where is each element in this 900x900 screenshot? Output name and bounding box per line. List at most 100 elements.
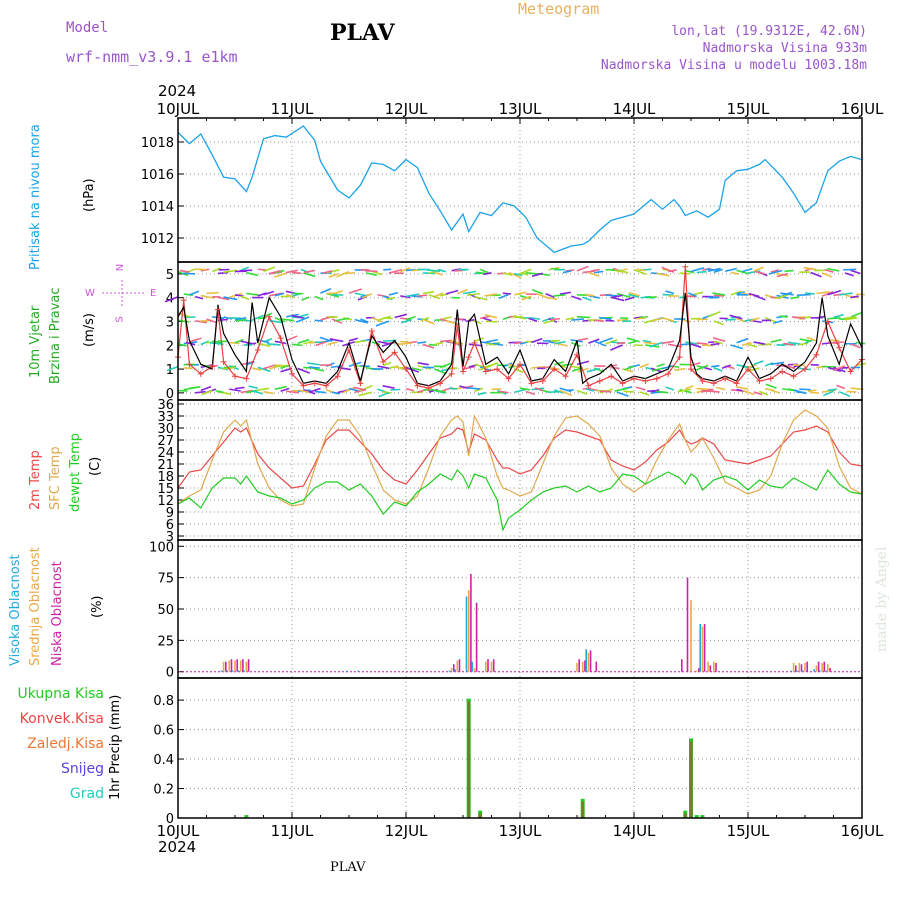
wind-barb	[365, 272, 378, 277]
wind-barb	[377, 365, 390, 370]
cloud-high-bar	[585, 649, 587, 672]
wind-barb	[753, 266, 764, 272]
wind-barb	[685, 385, 694, 390]
wind-barb	[690, 267, 705, 273]
legend-total-rain: Ukupna Kisa	[17, 686, 104, 702]
wind-barb	[361, 293, 373, 299]
wind-barb	[639, 391, 650, 396]
temperature-ytick-label: 27	[157, 434, 174, 449]
wind-barb	[525, 271, 539, 275]
wind-barb	[730, 271, 740, 275]
wind-barb	[628, 291, 640, 297]
wind-barb	[297, 367, 311, 374]
wind-barb	[337, 366, 351, 371]
wind-barb	[314, 390, 326, 394]
wind-barb	[327, 341, 338, 346]
wind-barb	[571, 318, 584, 321]
compass-w: W	[85, 288, 95, 299]
wind-barb	[736, 386, 749, 390]
wind-barb	[354, 292, 366, 297]
precip-total-bar	[694, 815, 699, 818]
wind-gust-marker	[596, 377, 603, 384]
cloud-mid-bar	[228, 660, 231, 672]
wind-barb	[787, 341, 801, 345]
wind-barb	[585, 293, 595, 297]
wind-barb	[636, 268, 646, 272]
wind-gust-marker	[505, 375, 512, 382]
precip-total-bar	[700, 815, 705, 818]
wind-barb	[508, 271, 522, 279]
wind-barb	[605, 294, 618, 297]
compass-cross	[102, 280, 146, 306]
wind-barb	[263, 266, 276, 273]
wind-barb	[843, 316, 857, 320]
wind-barb	[531, 289, 544, 295]
wind-gust-marker	[813, 351, 820, 358]
cloud-high-bar	[796, 670, 798, 672]
wind-barb-field	[164, 265, 866, 398]
cloud-ytick-label: 25	[157, 634, 174, 649]
wind-barb	[616, 292, 631, 298]
cloud-high-bar	[226, 670, 228, 672]
wind-barb	[656, 390, 669, 394]
model-name: wrf-nmm_v3.9.1 e1km	[66, 48, 238, 66]
wind-barb	[411, 295, 422, 298]
wind-gust-marker	[682, 263, 689, 270]
cloud-mid-bar	[239, 660, 242, 672]
wind-barb	[646, 296, 657, 299]
wind-barb	[736, 291, 746, 295]
wind-gust-marker	[471, 339, 478, 346]
cloud-high-bar	[824, 670, 827, 672]
temperature-ytick-label: 18	[157, 470, 174, 485]
cloud-mid-bar	[690, 600, 692, 672]
wind-barb	[759, 343, 772, 346]
wind-barb	[328, 273, 338, 278]
wind-barb	[696, 387, 709, 391]
wind-barb	[729, 314, 743, 320]
wind-barb	[417, 362, 429, 366]
wind-barb	[770, 361, 785, 366]
wind-barb	[434, 341, 444, 346]
wind-barb	[833, 313, 844, 319]
wind-barb	[217, 271, 229, 275]
wind-gust-marker	[232, 373, 238, 380]
wind-barb	[248, 385, 258, 390]
top-day-tick: 14JUL	[613, 100, 656, 118]
top-day-tick: 16JUL	[841, 100, 884, 118]
wind-barb	[229, 388, 241, 392]
wind-barb	[688, 292, 698, 298]
wind-barb	[827, 267, 840, 272]
wind-barb	[790, 296, 800, 300]
wind-barb	[821, 389, 836, 393]
wind-barb	[661, 364, 675, 370]
wind-gust-marker	[710, 380, 717, 387]
wind-barb	[780, 292, 794, 296]
wind-barb	[274, 316, 286, 323]
precip-conv-bar	[683, 813, 687, 818]
wind-barb	[200, 294, 215, 299]
wind-barb	[709, 296, 720, 299]
wind-barb	[770, 389, 781, 394]
wind-barb	[457, 288, 468, 295]
cloud-high-bar	[471, 661, 473, 672]
wind-barb	[593, 340, 607, 347]
wind-barb	[411, 367, 422, 372]
wind-barb	[616, 318, 629, 322]
wind-barb	[624, 365, 635, 371]
wind-barb	[753, 360, 764, 366]
wind-barb	[280, 387, 290, 393]
wind-barb	[498, 293, 509, 300]
wind-barb	[850, 269, 861, 275]
wind-barb	[616, 391, 629, 397]
wind-gust-marker	[631, 375, 637, 382]
wind-barb	[257, 316, 267, 320]
wind-barb	[736, 317, 746, 323]
wind-barb	[528, 317, 538, 323]
wind-barb	[742, 267, 753, 273]
wind-barb	[586, 367, 601, 373]
wind-barb	[633, 344, 643, 347]
wind-barb	[426, 269, 441, 272]
wind-barb	[690, 343, 702, 349]
temp-2m-line	[177, 425, 863, 489]
wind-gust-marker	[403, 366, 409, 373]
